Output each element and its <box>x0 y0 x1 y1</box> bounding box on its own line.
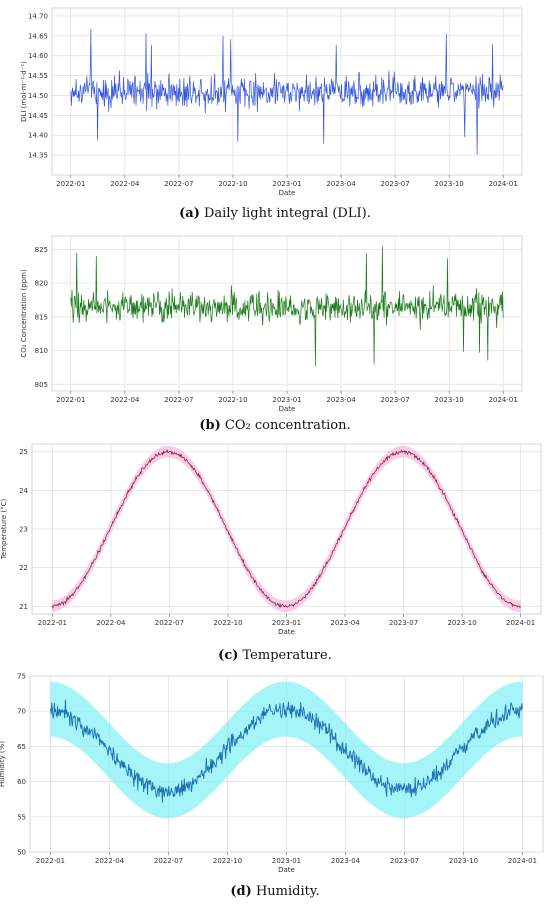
panel-c: 21 22 23 24 25 2022-01 2022-04 2022-07 2022-10 20… <box>0 438 550 648</box>
x-tick-label: 2022-10 <box>213 619 242 627</box>
series-line <box>52 449 521 610</box>
series-line <box>70 246 504 367</box>
y-tick-label: 14.70 <box>28 12 48 20</box>
x-tick-label: 2022-10 <box>218 396 247 404</box>
x-tick-label: 2023-01 <box>272 619 301 627</box>
y-tick-label: 820 <box>35 280 48 288</box>
caption-a: (a) Daily light integral (DLI). <box>179 206 371 221</box>
y-tick-label: 22 <box>19 564 28 572</box>
y-axis-label: Temperature (°C) <box>0 499 8 561</box>
panel-d: 50 55 60 65 70 75 2022-01 2022-04 2022-07 2022-10… <box>0 670 550 880</box>
x-axis-label: Date <box>278 628 295 636</box>
x-tick-label: 2023-10 <box>447 619 476 627</box>
y-tick-label: 825 <box>35 246 48 254</box>
x-tick-label: 2023-10 <box>449 857 478 865</box>
x-tick-label: 2022-04 <box>110 180 140 188</box>
y-axis-label: CO₂ Concentration (ppm) <box>20 269 28 358</box>
x-tick-label: 2023-07 <box>380 180 409 188</box>
y-tick-label: 14.55 <box>28 72 48 80</box>
y-tick-label: 75 <box>17 673 26 681</box>
x-tick-label: 2024-01 <box>489 396 518 404</box>
x-axis-label: Date <box>279 189 296 197</box>
caption-d: (d) Humidity. <box>230 884 320 899</box>
x-axis-label: Date <box>279 405 296 413</box>
x-tick-label: 2022-01 <box>56 396 85 404</box>
series-line <box>50 699 523 803</box>
x-axis-label: Date <box>278 866 295 874</box>
x-tick-label: 2023-01 <box>272 857 301 865</box>
y-tick-label: 815 <box>35 313 48 321</box>
y-tick-label: 14.40 <box>28 132 48 140</box>
y-tick-label: 60 <box>17 778 26 786</box>
x-tick-label: 2023-10 <box>435 180 464 188</box>
y-tick-label: 23 <box>19 526 28 534</box>
y-tick-label: 55 <box>17 813 26 821</box>
x-tick-label: 2022-01 <box>38 619 67 627</box>
y-tick-label: 810 <box>35 347 48 355</box>
x-tick-label: 2022-01 <box>36 857 65 865</box>
dli-chart: 14.35 14.40 14.45 14.50 14.55 14.60 14.65 14.70… <box>20 7 523 197</box>
x-tick-label: 2023-07 <box>390 857 419 865</box>
co2-chart: 805 810 815 820 825 2022-01 2022-04 2022-07 2022… <box>20 235 523 413</box>
x-tick-label: 2023-07 <box>389 619 418 627</box>
x-tick-label: 2022-07 <box>155 619 184 627</box>
y-axis-label: Humidity (%) <box>0 741 6 787</box>
y-tick-label: 805 <box>35 381 48 389</box>
x-tick-label: 2024-01 <box>506 619 535 627</box>
temperature-chart: 21 22 23 24 25 2022-01 2022-04 2022-07 2022-10 20… <box>0 443 542 636</box>
x-tick-label: 2024-01 <box>508 857 537 865</box>
y-tick-label: 70 <box>17 708 26 716</box>
x-tick-label: 2022-07 <box>164 180 193 188</box>
x-tick-label: 2022-04 <box>96 619 126 627</box>
y-tick-label: 25 <box>19 448 28 456</box>
x-tick-label: 2023-04 <box>326 396 356 404</box>
x-tick-label: 2022-01 <box>56 180 85 188</box>
x-tick-label: 2023-01 <box>272 396 301 404</box>
x-tick-label: 2022-10 <box>213 857 242 865</box>
y-tick-label: 50 <box>17 849 26 857</box>
y-tick-label: 21 <box>19 603 28 611</box>
y-tick-label: 14.60 <box>28 52 48 60</box>
panel-b: 805 810 815 820 825 2022-01 2022-04 2022-07 2022… <box>0 228 550 418</box>
panel-a: 14.35 14.40 14.45 14.50 14.55 14.60 14.65 14.70… <box>0 0 550 230</box>
x-tick-label: 2023-07 <box>380 396 409 404</box>
caption-c: (c) Temperature. <box>218 648 332 663</box>
y-tick-label: 14.65 <box>28 32 48 40</box>
x-tick-label: 2023-04 <box>331 857 361 865</box>
y-tick-label: 14.45 <box>28 112 48 120</box>
x-tick-label: 2022-10 <box>218 180 247 188</box>
x-tick-label: 2023-01 <box>272 180 301 188</box>
humidity-chart: 50 55 60 65 70 75 2022-01 2022-04 2022-07 2022-10… <box>0 673 544 874</box>
series-line <box>70 29 504 155</box>
x-tick-label: 2023-04 <box>326 180 356 188</box>
x-tick-label: 2022-07 <box>154 857 183 865</box>
y-tick-label: 14.35 <box>28 152 48 160</box>
y-tick-label: 65 <box>17 743 26 751</box>
y-tick-label: 24 <box>19 487 28 495</box>
caption-b: (b) CO₂ concentration. <box>199 418 351 433</box>
x-tick-label: 2022-04 <box>95 857 125 865</box>
x-tick-label: 2022-04 <box>110 396 140 404</box>
x-tick-label: 2022-07 <box>164 396 193 404</box>
x-tick-label: 2023-10 <box>435 396 464 404</box>
x-tick-label: 2024-01 <box>489 180 518 188</box>
x-tick-label: 2023-04 <box>330 619 360 627</box>
y-axis-label: DLI (mol·m⁻²·d⁻¹) <box>20 61 28 122</box>
y-tick-label: 14.50 <box>28 92 48 100</box>
